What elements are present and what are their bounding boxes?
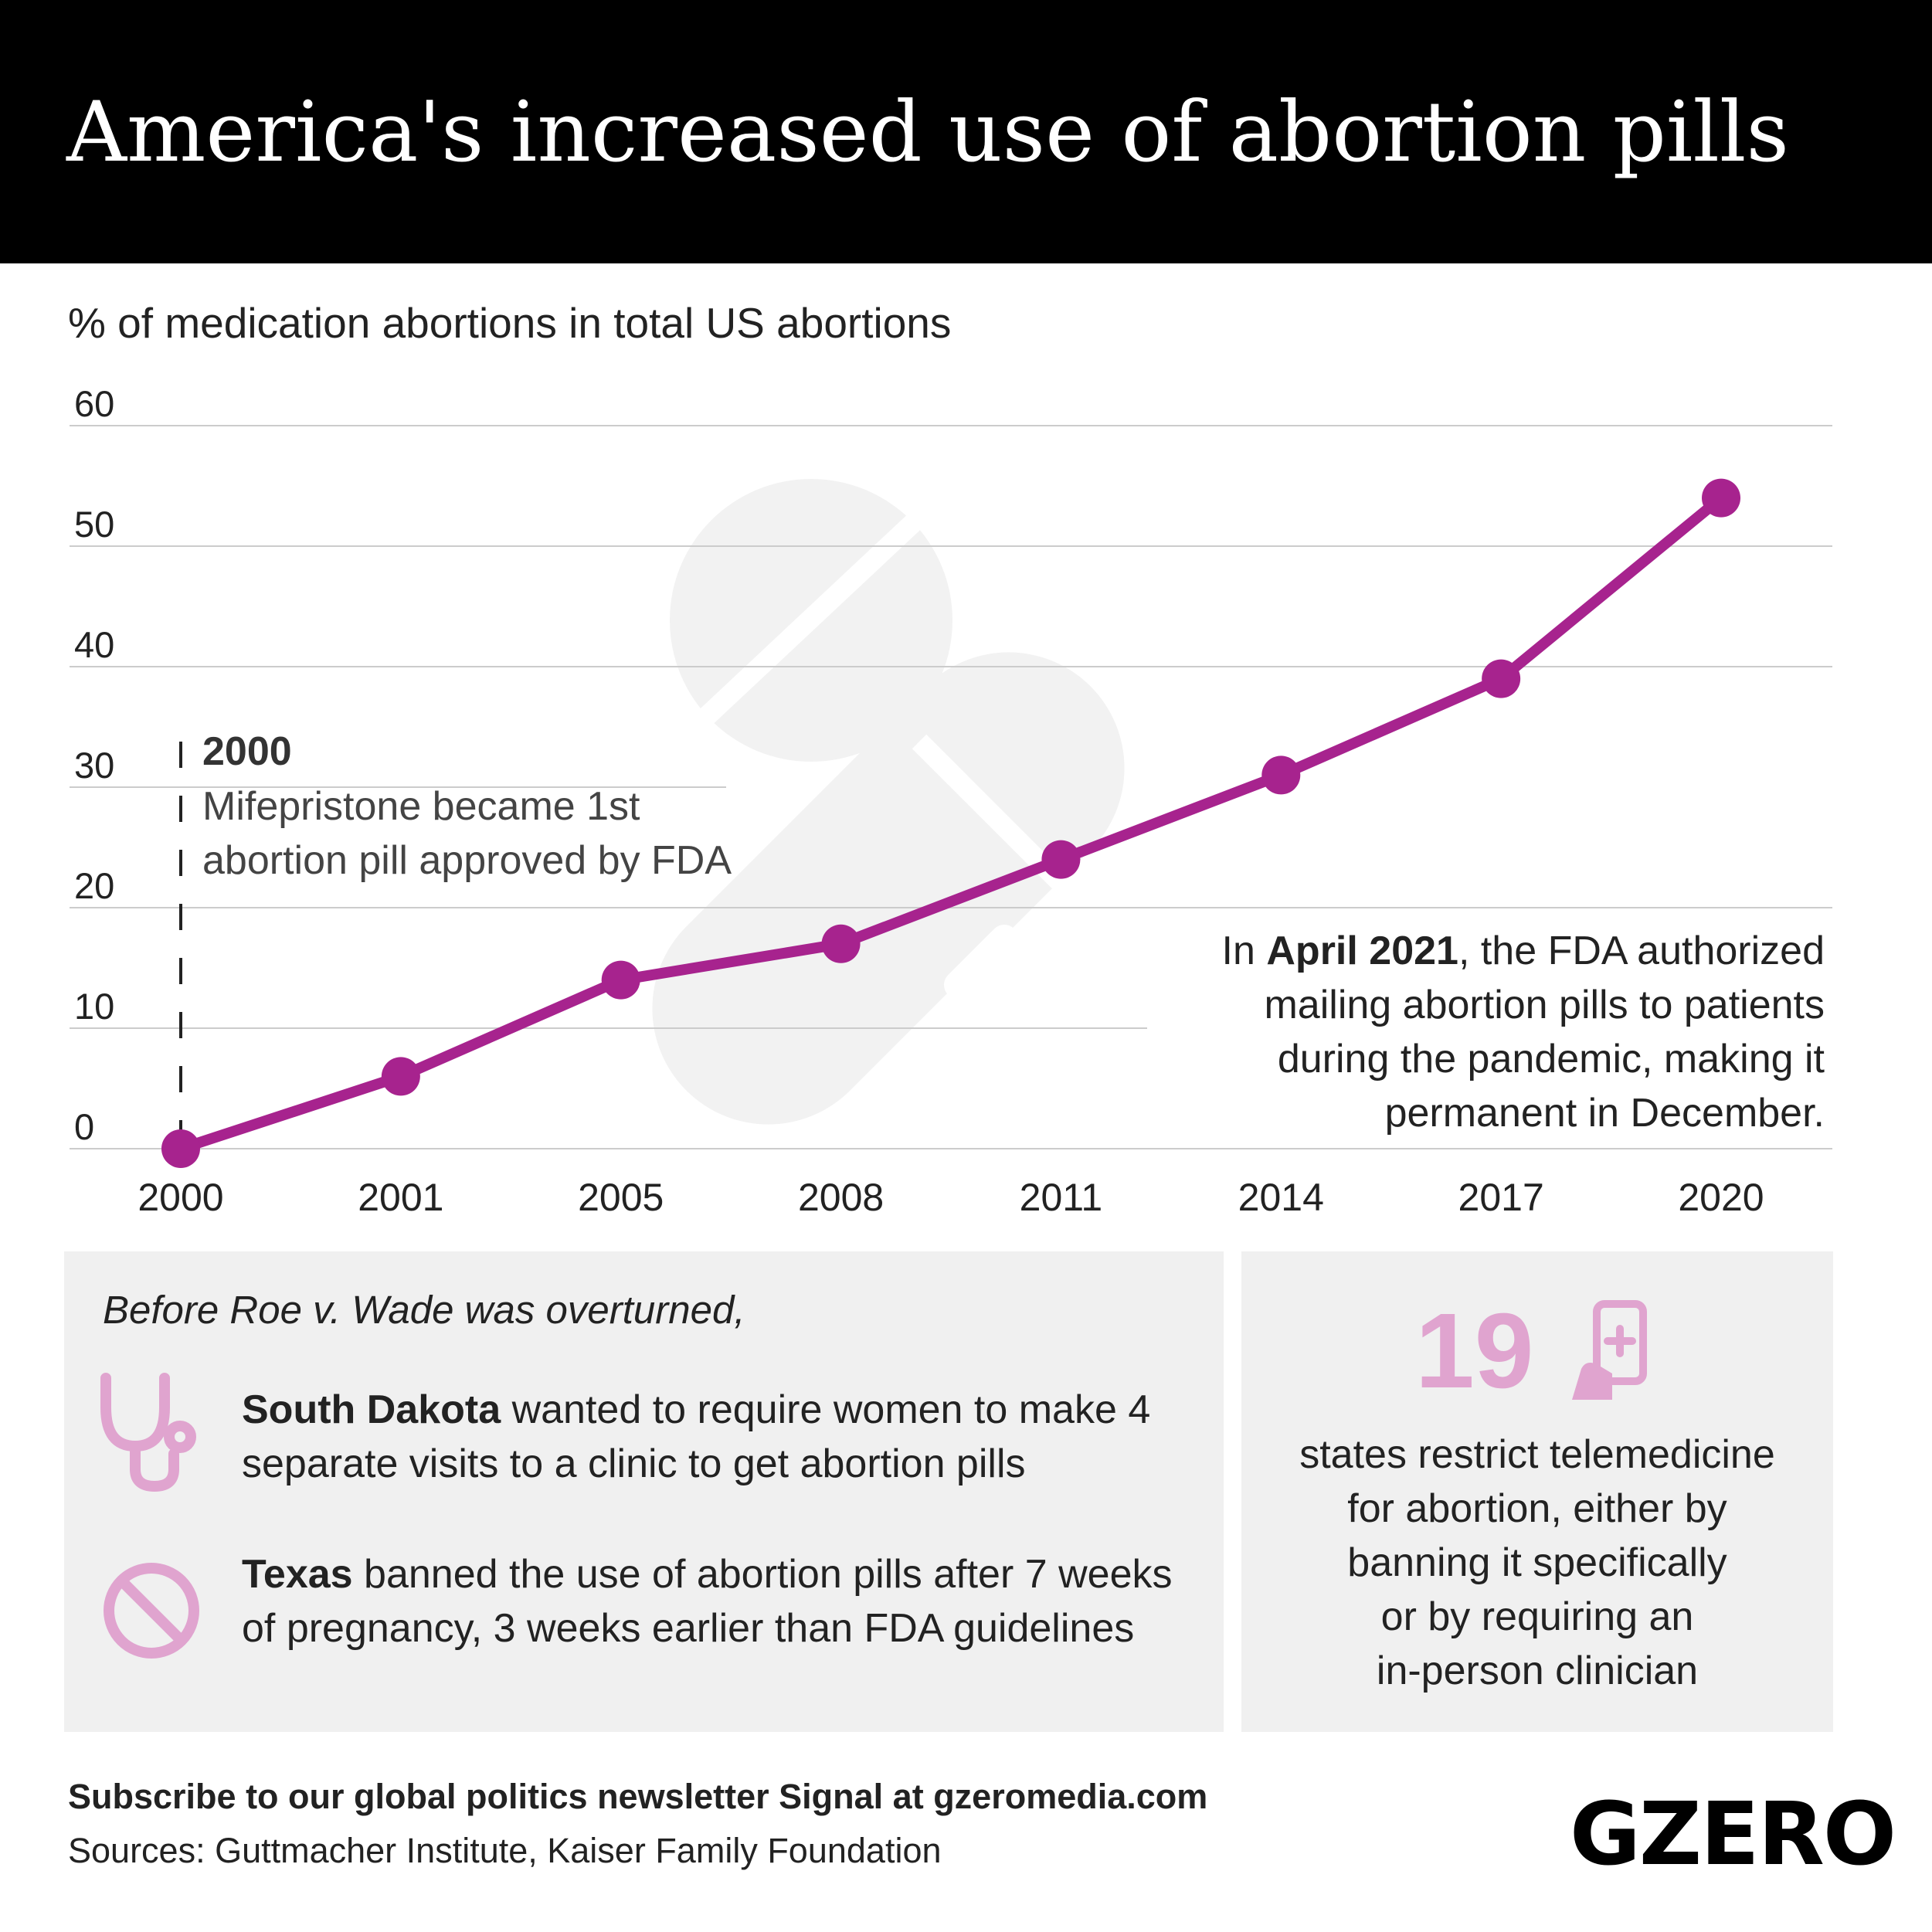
annotation-2000: 2000 Mifepristone became 1st abortion pi… xyxy=(202,729,732,883)
stat-panel: 19 states restrict telemedicine for abor… xyxy=(1241,1251,1833,1732)
annotation-2021-line-3: during the pandemic, making it xyxy=(1278,1037,1825,1081)
x-tick-label: 2001 xyxy=(358,1176,443,1219)
y-tick-label: 50 xyxy=(74,504,114,545)
data-point xyxy=(601,960,640,1000)
stat-number: 19 xyxy=(1415,1292,1534,1411)
fact-south-dakota: South Dakota wanted to require women to … xyxy=(242,1387,1151,1486)
sources-text: Sources: Guttmacher Institute, Kaiser Fa… xyxy=(68,1831,942,1870)
data-point xyxy=(1261,755,1301,795)
data-point xyxy=(161,1129,200,1168)
y-tick-label: 20 xyxy=(74,865,114,906)
x-tick-label: 2011 xyxy=(1020,1176,1103,1219)
page-title: America's increased use of abortion pill… xyxy=(66,84,1789,181)
y-tick-label: 10 xyxy=(74,986,114,1027)
capsule-divider-line xyxy=(912,734,1151,973)
stat-description: states restrict telemedicine for abortio… xyxy=(1241,1428,1833,1698)
y-tick-label: 0 xyxy=(74,1106,94,1147)
fact-texas: Texas banned the use of abortion pills a… xyxy=(242,1552,1173,1651)
series-line xyxy=(175,492,1727,1154)
chart-subtitle: % of medication abortions in total US ab… xyxy=(68,299,952,347)
annotation-2021-line-1: In April 2021, the FDA authorized xyxy=(1222,929,1825,973)
annotation-year: 2000 xyxy=(202,729,292,774)
annotation-2021-line-2: mailing abortion pills to patients xyxy=(1264,983,1825,1027)
data-point xyxy=(1041,840,1081,879)
stat-line: or by requiring an xyxy=(1380,1594,1694,1639)
capsule-highlight xyxy=(944,925,1018,999)
stat-line: for abortion, either by xyxy=(1347,1486,1727,1531)
subscribe-text: Subscribe to our global politics newslet… xyxy=(68,1777,1208,1816)
data-point xyxy=(821,924,861,963)
annotation-2021: In April 2021, the FDA authorized mailin… xyxy=(1222,929,1825,1136)
x-tick-label: 2005 xyxy=(578,1176,664,1219)
capsule-shape xyxy=(652,652,1125,1125)
data-point xyxy=(1702,478,1740,518)
x-tick-label: 2017 xyxy=(1458,1176,1544,1219)
x-tick-label: 2014 xyxy=(1238,1176,1324,1219)
x-tick-label: 2000 xyxy=(138,1176,223,1219)
y-tick-label: 60 xyxy=(74,383,114,424)
y-tick-label: 40 xyxy=(74,624,114,665)
annotation-2021-line-4: permanent in December. xyxy=(1385,1091,1825,1136)
x-tick-label: 2008 xyxy=(798,1176,884,1219)
stat-line: states restrict telemedicine xyxy=(1299,1432,1775,1477)
facts-panel: Before Roe v. Wade was overturned, South… xyxy=(64,1251,1224,1732)
gzero-logo: GZERO xyxy=(1570,1784,1896,1885)
line-chart: 0 10 20 30 40 50 60 2000 2001 2005 2008 2011 2014 201… xyxy=(70,383,1832,1219)
facts-intro: Before Roe v. Wade was overturned, xyxy=(103,1288,745,1332)
x-tick-label: 2020 xyxy=(1678,1176,1764,1219)
annotation-line-1: Mifepristone became 1st xyxy=(202,784,640,829)
pill-illustration xyxy=(652,479,1151,1125)
prohibited-icon xyxy=(104,1563,199,1659)
round-pill-score-line xyxy=(673,502,934,749)
stat-line: banning it specifically xyxy=(1347,1540,1727,1585)
data-point xyxy=(1482,659,1521,698)
stethoscope-icon xyxy=(100,1373,196,1492)
data-point xyxy=(381,1057,420,1096)
y-tick-label: 30 xyxy=(74,745,114,786)
stat-line: in-person clinician xyxy=(1376,1648,1699,1693)
annotation-line-2: abortion pill approved by FDA xyxy=(202,838,732,883)
phone-medical-icon xyxy=(1572,1300,1647,1400)
header-bar: America's increased use of abortion pill… xyxy=(0,0,1932,263)
